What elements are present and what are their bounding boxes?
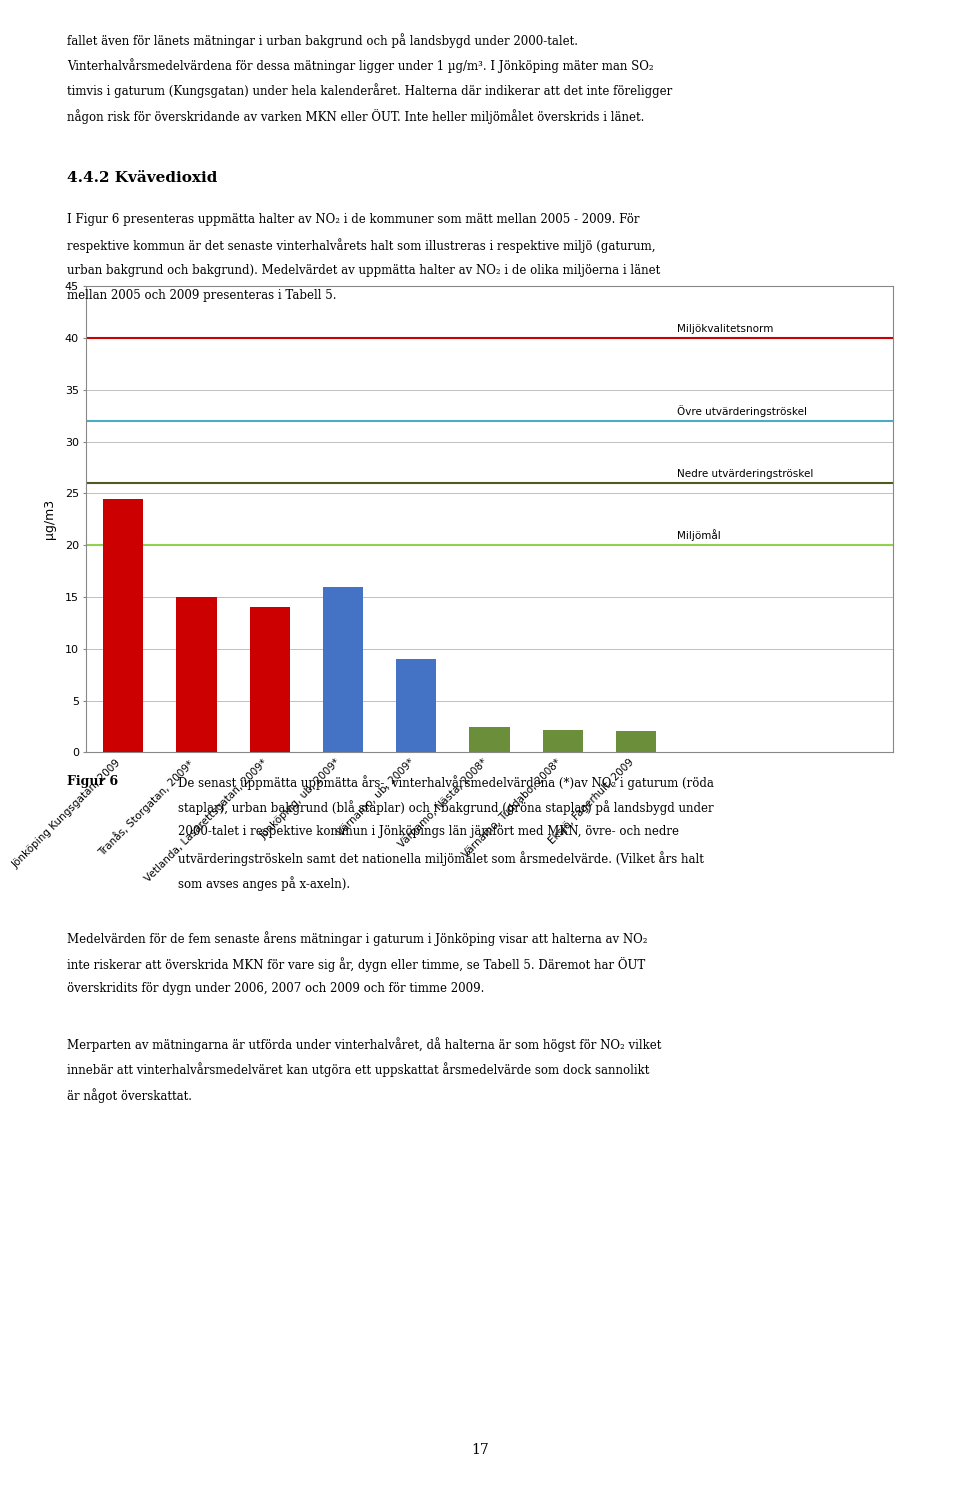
Text: Miljömål: Miljömål bbox=[677, 529, 720, 541]
Bar bbox=[177, 597, 217, 752]
Text: utvärderingströskeln samt det nationella miljömålet som årsmedelvärde. (Vilket å: utvärderingströskeln samt det nationella… bbox=[178, 851, 704, 866]
Text: 4.4.2 Kvävedioxid: 4.4.2 Kvävedioxid bbox=[67, 171, 218, 185]
Text: respektive kommun är det senaste vinterhalvårets halt som illustreras i respekti: respektive kommun är det senaste vinterh… bbox=[67, 238, 656, 253]
Text: överskridits för dygn under 2006, 2007 och 2009 och för timme 2009.: överskridits för dygn under 2006, 2007 o… bbox=[67, 982, 485, 995]
Text: som avses anges på x-axeln).: som avses anges på x-axeln). bbox=[178, 876, 349, 891]
Text: Nedre utvärderingströskel: Nedre utvärderingströskel bbox=[677, 469, 813, 478]
Text: innebär att vinterhalvårsmedelväret kan utgöra ett uppskattat årsmedelvärde som : innebär att vinterhalvårsmedelväret kan … bbox=[67, 1062, 650, 1077]
Text: Medelvärden för de fem senaste årens mätningar i gaturum i Jönköping visar att h: Medelvärden för de fem senaste årens mät… bbox=[67, 931, 648, 946]
Bar bbox=[250, 608, 290, 752]
Bar bbox=[469, 727, 510, 752]
Text: Vinterhalvårsmedelvärdena för dessa mätningar ligger under 1 µg/m³. I Jönköping : Vinterhalvårsmedelvärdena för dessa mätn… bbox=[67, 58, 654, 73]
Text: någon risk för överskridande av varken MKN eller ÖUT. Inte heller miljömålet öve: någon risk för överskridande av varken M… bbox=[67, 109, 644, 124]
Text: mellan 2005 och 2009 presenteras i Tabell 5.: mellan 2005 och 2009 presenteras i Tabel… bbox=[67, 289, 337, 302]
Text: staplar), urban bakgrund (blå staplar) och i bakgrund (gröna staplar) på landsby: staplar), urban bakgrund (blå staplar) o… bbox=[178, 800, 713, 815]
Text: Övre utvärderingströskel: Övre utvärderingströskel bbox=[677, 405, 806, 417]
Text: fallet även för länets mätningar i urban bakgrund och på landsbygd under 2000-ta: fallet även för länets mätningar i urban… bbox=[67, 33, 578, 48]
Text: I Figur 6 presenteras uppmätta halter av NO₂ i de kommuner som mätt mellan 2005 : I Figur 6 presenteras uppmätta halter av… bbox=[67, 213, 639, 226]
Text: är något överskattat.: är något överskattat. bbox=[67, 1088, 192, 1103]
Bar bbox=[616, 730, 657, 752]
Text: 2000-talet i respektive kommun i Jönköpings län jämfört med MKN, övre- och nedre: 2000-talet i respektive kommun i Jönköpi… bbox=[178, 825, 679, 839]
Text: 17: 17 bbox=[471, 1444, 489, 1457]
Text: timvis i gaturum (Kungsgatan) under hela kalenderåret. Halterna där indikerar at: timvis i gaturum (Kungsgatan) under hela… bbox=[67, 83, 672, 98]
Text: inte riskerar att överskrida MKN för vare sig år, dygn eller timme, se Tabell 5.: inte riskerar att överskrida MKN för var… bbox=[67, 957, 645, 971]
Text: Figur 6: Figur 6 bbox=[67, 775, 118, 788]
Text: De senast uppmätta uppmätta års-, vinterhalvårsmedelvärdena (*)av NO₂ i gaturum : De senast uppmätta uppmätta års-, vinter… bbox=[178, 775, 713, 790]
Bar bbox=[103, 499, 143, 752]
Y-axis label: µg/m3: µg/m3 bbox=[43, 499, 57, 539]
Text: Miljökvalitetsnorm: Miljökvalitetsnorm bbox=[677, 323, 773, 334]
Bar bbox=[323, 587, 363, 752]
Text: urban bakgrund och bakgrund). Medelvärdet av uppmätta halter av NO₂ i de olika m: urban bakgrund och bakgrund). Medelvärde… bbox=[67, 264, 660, 277]
Bar bbox=[396, 659, 437, 752]
Bar bbox=[542, 730, 583, 752]
Text: Merparten av mätningarna är utförda under vinterhalvåret, då halterna är som hög: Merparten av mätningarna är utförda unde… bbox=[67, 1037, 661, 1052]
